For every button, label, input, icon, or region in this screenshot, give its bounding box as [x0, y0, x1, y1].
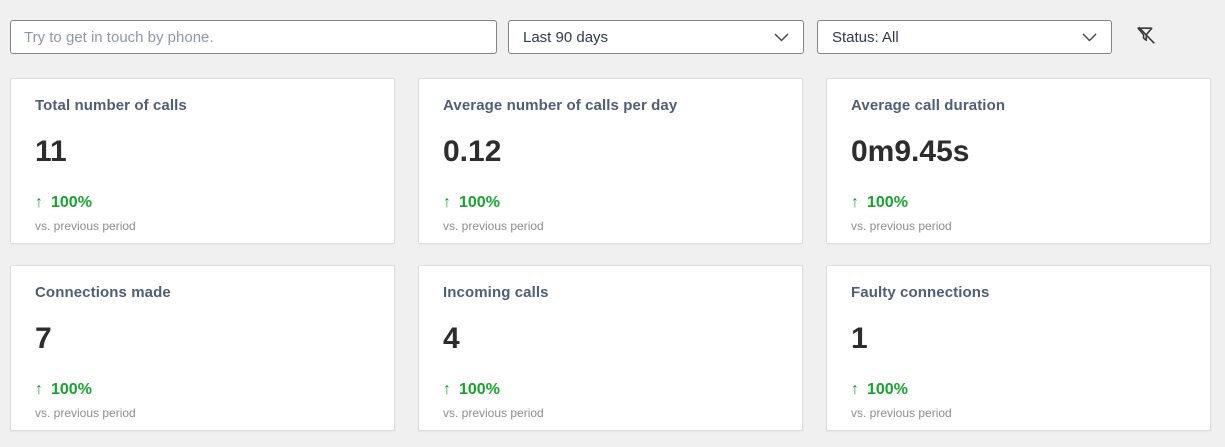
arrow-up-icon: ↑	[443, 381, 451, 398]
arrow-up-icon: ↑	[35, 194, 43, 211]
stats-grid: Total number of calls 11 ↑ 100% vs. prev…	[0, 54, 1225, 431]
filter-off-icon	[1134, 23, 1159, 51]
delta-value: 100%	[867, 381, 908, 398]
status-value: Status: All	[832, 28, 899, 46]
card-value: 11	[35, 135, 67, 168]
delta-value: 100%	[459, 381, 500, 398]
date-range-value: Last 90 days	[523, 28, 609, 46]
stat-card-faulty-connections: Faulty connections 1 ↑ 100% vs. previous…	[826, 265, 1211, 431]
comparison-label: vs. previous period	[443, 406, 544, 420]
card-delta: ↑ 100%	[35, 381, 370, 399]
stat-card-avg-calls-per-day: Average number of calls per day 0.12 ↑ 1…	[418, 78, 803, 244]
arrow-up-icon: ↑	[35, 381, 43, 398]
stat-card-avg-call-duration: Average call duration 0m9.45s ↑ 100% vs.…	[826, 78, 1211, 244]
arrow-up-icon: ↑	[443, 194, 451, 211]
status-select[interactable]: Status: All	[817, 20, 1112, 54]
card-delta: ↑ 100%	[851, 381, 1186, 399]
card-title: Average call duration	[851, 97, 1006, 114]
delta-value: 100%	[51, 381, 92, 398]
card-title: Incoming calls	[443, 284, 549, 301]
card-title: Average number of calls per day	[443, 97, 678, 114]
stat-card-incoming-calls: Incoming calls 4 ↑ 100% vs. previous per…	[418, 265, 803, 431]
delta-value: 100%	[459, 194, 500, 211]
date-range-select[interactable]: Last 90 days	[508, 20, 804, 54]
card-value: 0m9.45s	[851, 135, 970, 168]
comparison-label: vs. previous period	[851, 406, 952, 420]
comparison-label: vs. previous period	[851, 219, 952, 233]
search-box	[10, 20, 497, 54]
filter-toolbar: Last 90 days Status: All	[0, 0, 1225, 54]
arrow-up-icon: ↑	[851, 381, 859, 398]
card-value: 0.12	[443, 135, 502, 168]
card-delta: ↑ 100%	[443, 194, 778, 212]
card-title: Connections made	[35, 284, 171, 301]
clear-filters-button[interactable]	[1129, 20, 1163, 54]
card-title: Total number of calls	[35, 97, 187, 114]
stat-card-connections-made: Connections made 7 ↑ 100% vs. previous p…	[10, 265, 395, 431]
card-value: 4	[443, 322, 460, 355]
arrow-up-icon: ↑	[851, 194, 859, 211]
card-delta: ↑ 100%	[35, 194, 370, 212]
card-value: 7	[35, 322, 52, 355]
card-title: Faulty connections	[851, 284, 990, 301]
delta-value: 100%	[51, 194, 92, 211]
card-value: 1	[851, 322, 868, 355]
card-delta: ↑ 100%	[851, 194, 1186, 212]
delta-value: 100%	[867, 194, 908, 211]
comparison-label: vs. previous period	[35, 219, 136, 233]
stat-card-total-calls: Total number of calls 11 ↑ 100% vs. prev…	[10, 78, 395, 244]
comparison-label: vs. previous period	[35, 406, 136, 420]
chevron-down-icon	[774, 32, 789, 42]
chevron-down-icon	[1082, 32, 1097, 42]
card-delta: ↑ 100%	[443, 381, 778, 399]
comparison-label: vs. previous period	[443, 219, 544, 233]
search-input[interactable]	[11, 21, 496, 53]
